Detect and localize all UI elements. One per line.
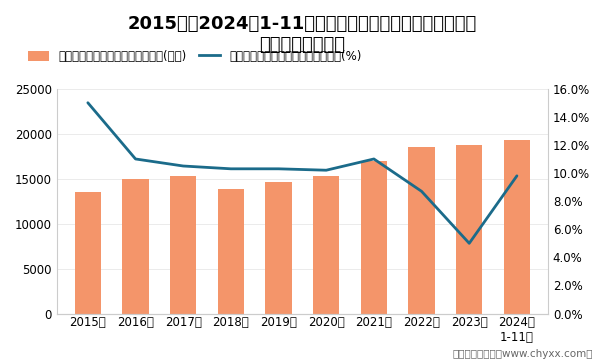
Bar bbox=[122, 179, 149, 314]
Bar bbox=[313, 176, 339, 314]
Title: 2015年至2024年1-11月粮油、食品类商品零售类值累计值
与累计增长统计图: 2015年至2024年1-11月粮油、食品类商品零售类值累计值 与累计增长统计图 bbox=[128, 15, 477, 54]
Bar bbox=[266, 182, 292, 314]
Bar bbox=[408, 147, 434, 314]
Bar bbox=[170, 176, 196, 314]
Bar bbox=[456, 145, 482, 314]
Text: 制图：智研咨询（www.chyxx.com）: 制图：智研咨询（www.chyxx.com） bbox=[453, 349, 593, 359]
Bar bbox=[361, 161, 387, 314]
Bar bbox=[218, 189, 244, 314]
Bar bbox=[504, 140, 530, 314]
Legend: 粮油、食品类商品零售类值累计值(亿元), 粮油、食品类商品零售类值累计增长(%): 粮油、食品类商品零售类值累计值(亿元), 粮油、食品类商品零售类值累计增长(%) bbox=[24, 45, 367, 68]
Bar bbox=[75, 192, 101, 314]
